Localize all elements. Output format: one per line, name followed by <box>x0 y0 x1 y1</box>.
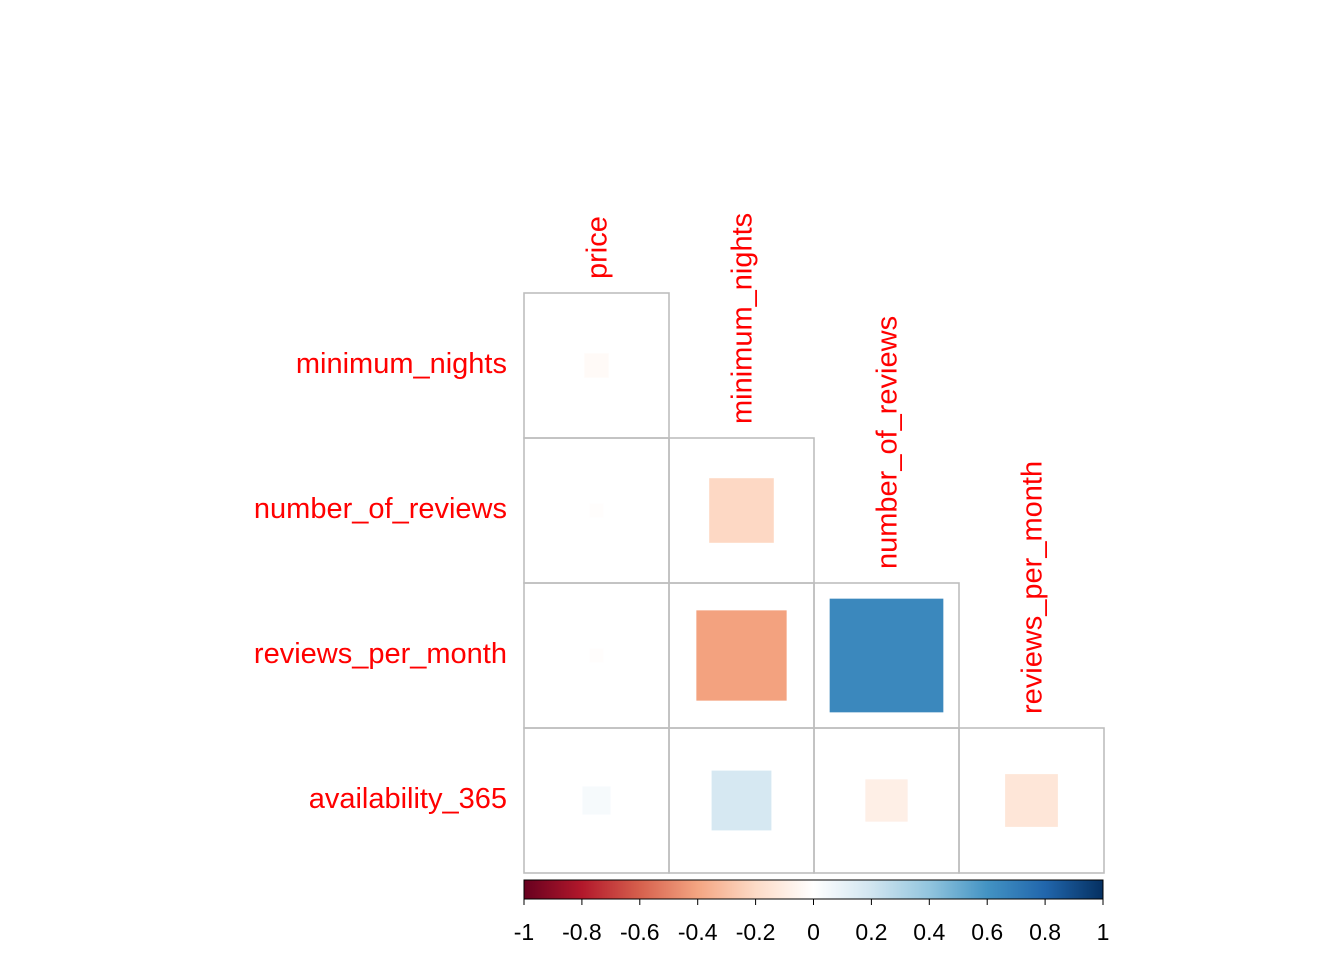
grid-cell-availability_365-reviews_per_month <box>958 727 1105 874</box>
cell-number_of_reviews-minimum_nights <box>709 478 774 543</box>
cell-number_of_reviews-price <box>589 503 604 518</box>
colorbar-tick-label: 0 <box>807 919 820 945</box>
cell-availability_365-number_of_reviews <box>865 779 908 822</box>
colorbar-tick-label: -1 <box>514 919 534 945</box>
colorbar-tick-label: -0.4 <box>678 919 718 945</box>
column-label-reviews_per_month: reviews_per_month <box>1017 461 1049 714</box>
colorbar-tick-label: 1 <box>1097 919 1110 945</box>
colorbar-tick-label: 0.2 <box>855 919 887 945</box>
grid-layer <box>523 292 1105 874</box>
colorbar-tick-label: -0.2 <box>736 919 776 945</box>
cell-availability_365-reviews_per_month <box>1005 774 1058 827</box>
colorbar: -1 -0.8 -0.6 -0.4 -0.2 0 0.2 0.4 0.6 0.8 1 <box>514 879 1110 945</box>
colorbar-tick-label: 0.8 <box>1029 919 1061 945</box>
cell-reviews_per_month-price <box>589 648 604 663</box>
column-label-number_of_reviews: number_of_reviews <box>872 316 904 569</box>
row-label-availability_365: availability_365 <box>309 783 507 815</box>
cell-reviews_per_month-number_of_reviews <box>829 598 944 713</box>
row-label-minimum_nights: minimum_nights <box>296 348 507 380</box>
colorbar-tick-label: -0.6 <box>620 919 660 945</box>
colorbar-gradient <box>523 879 1104 900</box>
colorbar-tick-label: 0.6 <box>971 919 1003 945</box>
colorbar-tick-label: 0.4 <box>913 919 945 945</box>
cell-reviews_per_month-minimum_nights <box>696 610 787 701</box>
cell-minimum_nights-price <box>584 353 609 378</box>
row-label-number_of_reviews: number_of_reviews <box>254 493 507 525</box>
row-label-reviews_per_month: reviews_per_month <box>254 638 507 670</box>
column-label-price: price <box>582 216 614 279</box>
cell-layer <box>582 353 1058 831</box>
column-label-layer: price minimum_nights number_of_reviewsrevi… <box>582 213 1049 714</box>
cell-availability_365-minimum_nights <box>711 770 772 831</box>
cell-availability_365-price <box>582 786 611 815</box>
row-label-layer: minimum_nights number_of_reviews reviews_p… <box>254 348 507 815</box>
colorbar-tick-label: -0.8 <box>562 919 602 945</box>
column-label-minimum_nights: minimum_nights <box>727 213 759 424</box>
